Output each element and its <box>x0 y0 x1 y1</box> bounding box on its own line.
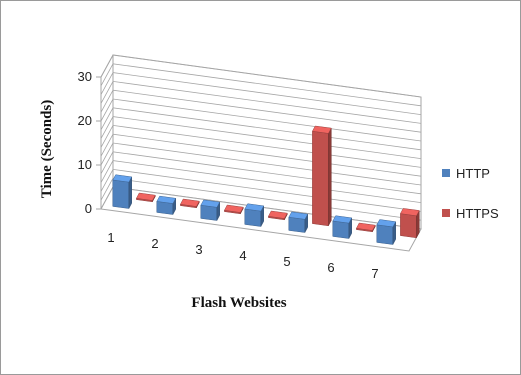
bar-https-5 <box>312 125 332 227</box>
y-tick-label: 30 <box>78 69 92 84</box>
x-axis-title: Flash Websites <box>191 295 286 311</box>
legend-label-https: HTTPS <box>456 206 499 221</box>
bar-http-3 <box>200 199 221 221</box>
gridline <box>100 63 422 107</box>
gridline <box>100 80 422 124</box>
bar-https-4 <box>268 210 288 221</box>
bar-http-5 <box>288 211 309 233</box>
legend-label-http: HTTP <box>456 166 490 181</box>
x-tick-label-4: 4 <box>239 248 246 263</box>
chart-bars <box>112 125 420 245</box>
y-tick-label: 0 <box>85 201 92 216</box>
bar-https-2 <box>180 198 200 209</box>
gridline <box>100 54 422 98</box>
x-tick-labels: 1 2 3 4 5 6 7 <box>107 230 378 281</box>
x-tick-label-7: 7 <box>371 266 378 281</box>
bar-http-4 <box>244 203 265 227</box>
y-axis-title: Time (Seconds) <box>39 100 55 198</box>
gridline <box>100 72 422 115</box>
x-tick-label-3: 3 <box>195 242 202 257</box>
y-tick-label: 10 <box>78 157 92 172</box>
x-tick-label-5: 5 <box>283 254 290 269</box>
bar-http-7 <box>376 219 397 245</box>
bar-https-1 <box>136 192 156 203</box>
x-tick-label-2: 2 <box>151 236 158 251</box>
bar-http-1 <box>112 174 133 209</box>
legend-swatch-https <box>442 209 450 217</box>
bar-http-2 <box>156 195 177 215</box>
gridline <box>100 89 422 133</box>
bar-http-6 <box>332 215 353 239</box>
side-wall <box>100 54 114 210</box>
bar-https-7 <box>400 208 420 239</box>
x-tick-label-1: 1 <box>107 230 114 245</box>
x-tick-label-6: 6 <box>327 260 334 275</box>
bar-https-6 <box>356 222 376 233</box>
chart-legend: HTTP HTTPS <box>442 166 499 221</box>
bar-https-3 <box>224 204 244 215</box>
y-tick-labels: 0 10 20 30 <box>78 69 101 216</box>
y-tick-label: 20 <box>78 113 92 128</box>
legend-swatch-http <box>442 169 450 177</box>
